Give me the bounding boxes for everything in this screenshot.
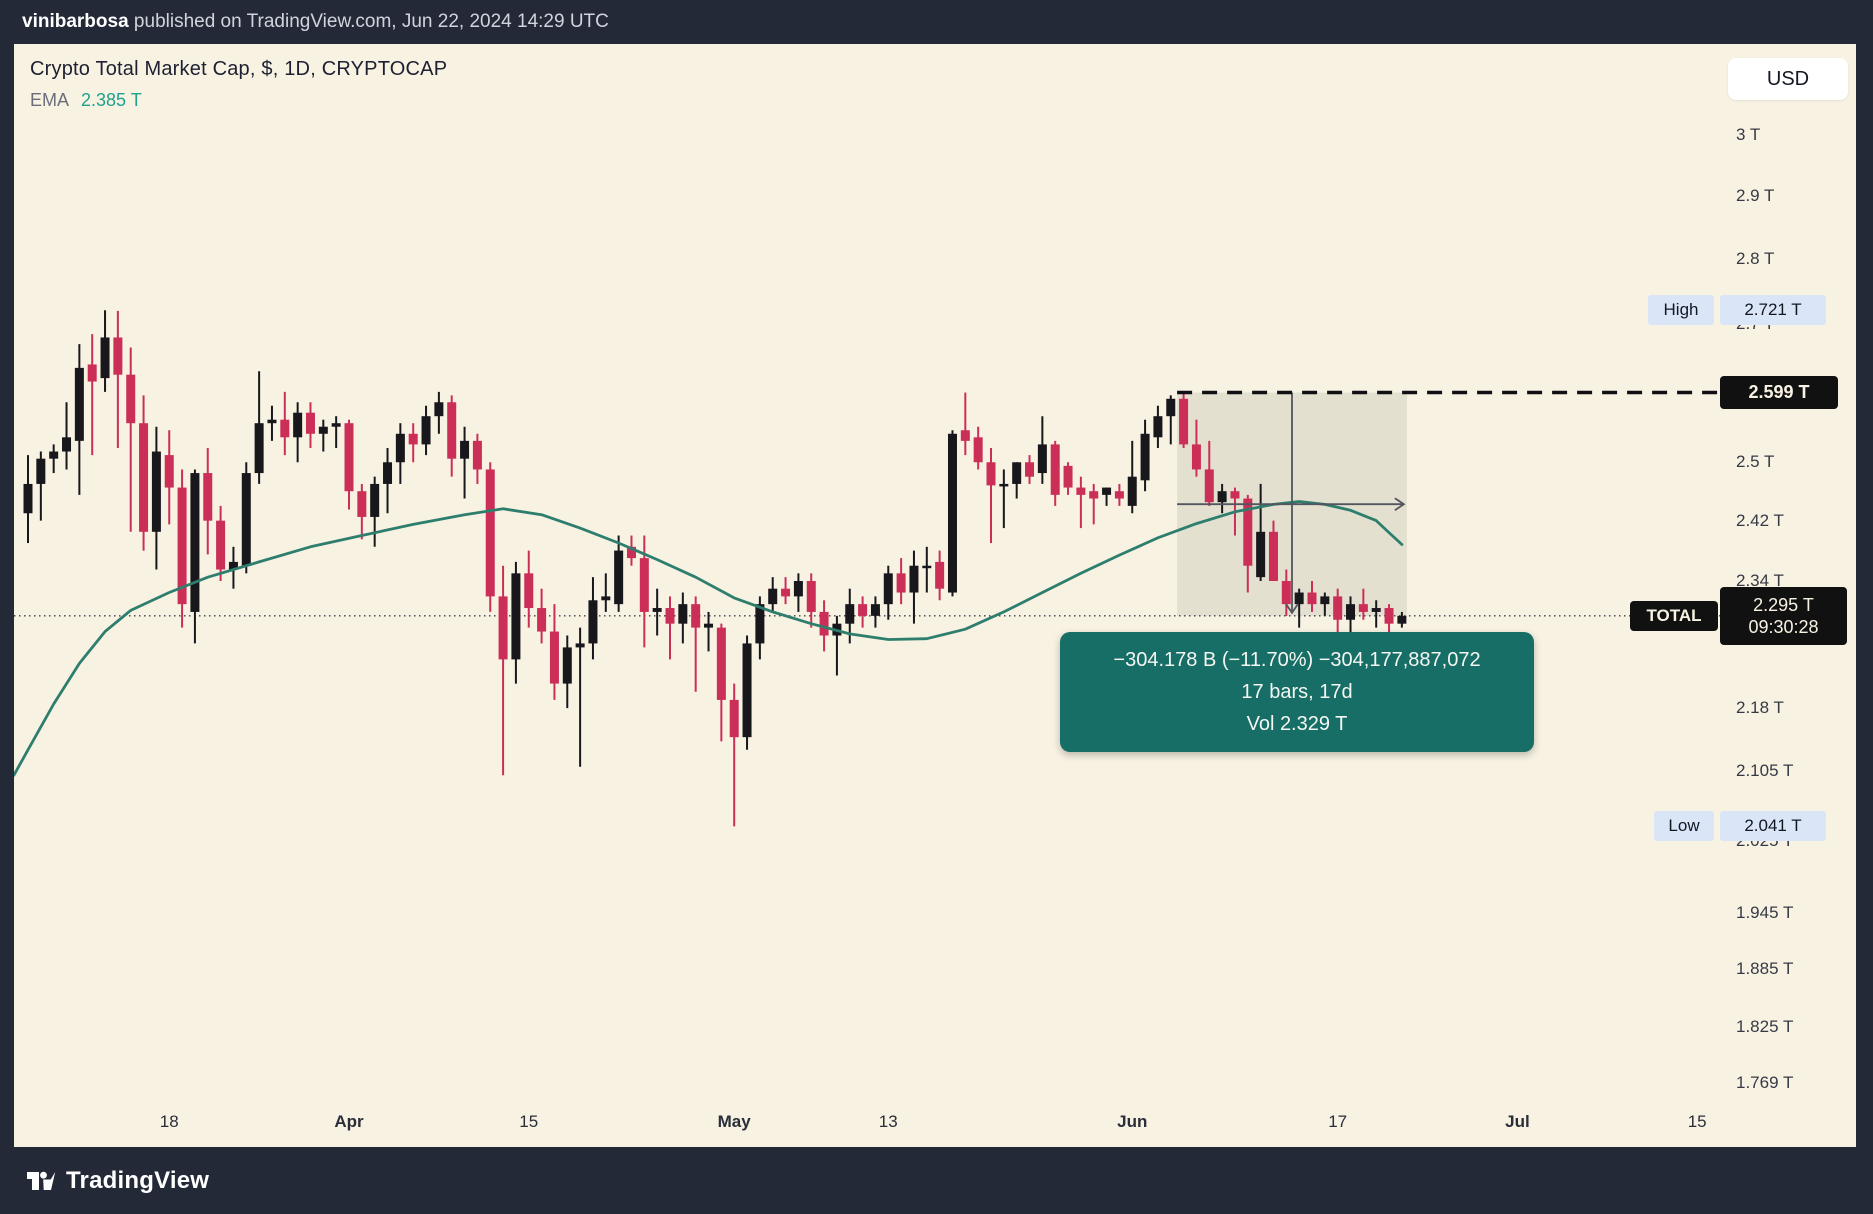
time-tick-label: Jun: [1117, 1112, 1148, 1131]
price-tick-label: 2.105 T: [1736, 760, 1794, 780]
price-tick-label: 1.885 T: [1736, 959, 1794, 979]
price-tick-label: 2.9 T: [1736, 185, 1775, 205]
high-price-value-chip: 2.721 T: [1720, 295, 1826, 326]
measure-change-line: −304.178 B (−11.70%) −304,177,887,072: [1113, 648, 1481, 671]
time-tick-label: 13: [878, 1112, 898, 1131]
tradingview-logo-icon[interactable]: [26, 1167, 56, 1195]
high-label: High: [1663, 300, 1699, 320]
last-price-badge[interactable]: 2.295 T 09:30:28: [1720, 586, 1847, 645]
time-tick-label: 17: [1328, 1112, 1348, 1131]
price-tick-label: 2.18 T: [1736, 698, 1784, 718]
time-tick-label: May: [717, 1112, 751, 1131]
measure-volume-line: Vol 2.329 T: [1246, 712, 1348, 735]
low-label: Low: [1668, 816, 1700, 836]
low-price-value-chip: 2.041 T: [1720, 811, 1826, 842]
chart-legend: Crypto Total Market Cap, $, 1D, CRYPTOCA…: [30, 58, 447, 111]
high-price-label-chip: High: [1648, 295, 1714, 326]
time-tick-label: Jul: [1505, 1112, 1530, 1131]
last-price-value: 2.295 T: [1753, 594, 1814, 615]
ema-indicator-row[interactable]: EMA 2.385 T: [30, 90, 447, 111]
price-tick-label: 2.8 T: [1736, 248, 1775, 268]
currency-button[interactable]: USD: [1728, 58, 1848, 100]
symbol-title[interactable]: Crypto Total Market Cap, $, 1D, CRYPTOCA…: [30, 58, 448, 80]
time-tick-label: 18: [159, 1112, 179, 1131]
price-tick-label: 3 T: [1736, 125, 1761, 144]
price-tick-label: 2.5 T: [1736, 452, 1775, 472]
bar-countdown: 09:30:28: [1748, 616, 1819, 637]
currency-label: USD: [1766, 67, 1810, 90]
time-tick-label: Apr: [334, 1112, 364, 1131]
publish-bar: vinibarbosa published on TradingView.com…: [0, 0, 1873, 44]
ema-value: 2.385 T: [81, 90, 142, 110]
measure-bars-line: 17 bars, 17d: [1241, 680, 1353, 703]
footer-bar: TradingView: [0, 1147, 1873, 1214]
publish-info: published on TradingView.com, Jun 22, 20…: [128, 11, 609, 32]
level-price-value: 2.599 T: [1748, 382, 1810, 403]
price-tick-label: 2.42 T: [1736, 510, 1784, 530]
symbol-tag: TOTAL: [1646, 605, 1702, 625]
time-tick-label: 15: [519, 1112, 539, 1131]
brand-name[interactable]: TradingView: [66, 1166, 210, 1194]
price-tick-label: 2.34 T: [1736, 570, 1784, 590]
measure-tooltip: −304.178 B (−11.70%) −304,177,887,072 17…: [1060, 632, 1534, 752]
author-name: vinibarbosa: [22, 11, 129, 32]
symbol-tag-badge: TOTAL: [1630, 600, 1718, 631]
low-value: 2.041 T: [1744, 816, 1802, 836]
price-tick-label: 1.945 T: [1736, 902, 1794, 922]
price-tick-label: 1.769 T: [1736, 1073, 1794, 1093]
chart-panel[interactable]: [14, 44, 1856, 1147]
time-tick-label: 15: [1687, 1112, 1707, 1131]
low-price-label-chip: Low: [1654, 811, 1714, 842]
level-price-badge[interactable]: 2.599 T: [1720, 376, 1838, 410]
price-tick-label: 1.825 T: [1736, 1017, 1794, 1037]
high-value: 2.721 T: [1744, 300, 1802, 320]
ema-label: EMA: [30, 90, 70, 110]
